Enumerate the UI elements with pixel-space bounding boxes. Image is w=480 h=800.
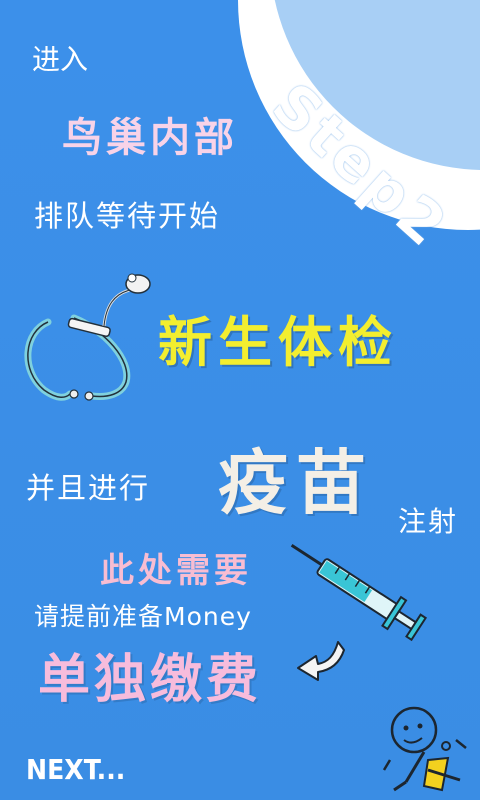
venue-text: 鸟巢内部: [62, 115, 238, 161]
queue-text: 排队等待开始: [34, 199, 221, 233]
pay-separately-text: 单独缴费: [38, 650, 263, 710]
prepare-money-text: 请提前准备Money: [34, 602, 252, 631]
checkup-text: 新生体检: [158, 311, 398, 374]
cartoon-figure-icon: [382, 706, 467, 792]
syringe-icon: [290, 543, 428, 642]
here-needs-text: 此处需要: [100, 551, 252, 591]
enter-text: 进入: [32, 43, 89, 76]
vaccine-text: 疫苗: [218, 442, 374, 524]
and-proceed-text: 并且进行: [26, 471, 151, 505]
next-button[interactable]: NEXT...: [26, 753, 126, 786]
stethoscope-icon: [24, 273, 151, 401]
injection-text: 注射: [398, 505, 459, 538]
curved-arrow-icon: [297, 641, 345, 681]
